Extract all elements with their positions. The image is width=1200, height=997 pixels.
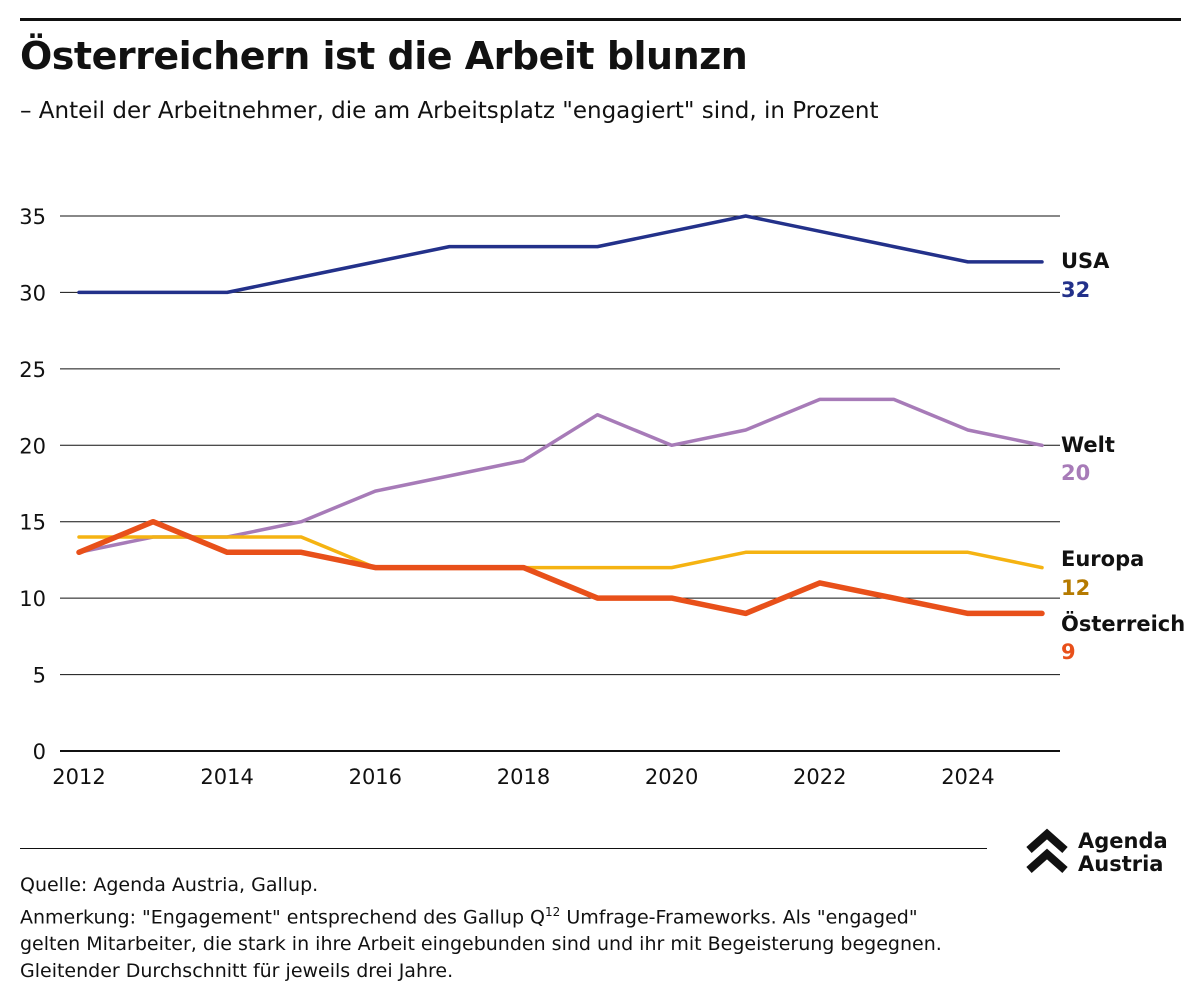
y-tick-label: 20	[19, 434, 46, 458]
series-name-label: Österreich	[1061, 611, 1185, 636]
x-tick-label: 2014	[200, 765, 253, 789]
series-line-welt	[77, 397, 1044, 555]
source-text: Quelle: Agenda Austria, Gallup.	[20, 874, 319, 896]
chart-subtitle: – Anteil der Arbeitnehmer, die am Arbeit…	[20, 98, 879, 124]
y-tick-label: 10	[19, 587, 46, 611]
x-tick-labels: 2012 2014 2016 2018 2020 2022 2024	[52, 765, 994, 789]
y-tick-label: 0	[33, 740, 46, 764]
series-line-usa	[77, 214, 1044, 295]
note-suffix: Umfrage-Frameworks. Als "engaged" gelten…	[20, 906, 942, 983]
x-tick-label: 2016	[349, 765, 402, 789]
series-value-label: 20	[1061, 461, 1090, 485]
series-value-label: 12	[1061, 576, 1090, 600]
note-text: Anmerkung: "Engagement" entsprechend des…	[20, 899, 960, 985]
series-name-label: Welt	[1061, 433, 1115, 457]
y-tick-label: 5	[33, 664, 46, 688]
y-tick-label: 35	[19, 205, 46, 229]
grid-layer	[60, 215, 1060, 752]
bottom-rule	[20, 848, 987, 849]
logo-text: Agenda Austria	[1078, 830, 1168, 876]
x-tick-label: 2018	[497, 765, 550, 789]
chart-title: Österreichern ist die Arbeit blunzn	[20, 34, 748, 78]
y-tick-label: 30	[19, 281, 46, 305]
series-end-labels: USA 32 Welt 20 Europa 12 Österreich 9	[1061, 249, 1185, 664]
logo-line-2: Austria	[1078, 852, 1164, 876]
x-tick-label: 2020	[645, 765, 698, 789]
series-name-label: USA	[1061, 249, 1110, 273]
y-tick-labels: 0 5 10 15 20 25 30 35	[19, 205, 46, 764]
top-rule	[20, 18, 1181, 21]
series-value-label: 9	[1061, 640, 1076, 664]
y-tick-label: 25	[19, 358, 46, 382]
double-chevron-up-icon	[1026, 828, 1068, 873]
y-tick-label: 15	[19, 511, 46, 535]
series-line-österreich	[76, 518, 1045, 617]
x-tick-label: 2012	[52, 765, 105, 789]
x-tick-label: 2024	[941, 765, 994, 789]
x-tick-label: 2022	[793, 765, 846, 789]
note-superscript: 12	[545, 905, 561, 919]
agenda-austria-logo: Agenda Austria	[1024, 828, 1184, 880]
series-lines	[76, 214, 1045, 617]
series-line-europa	[77, 535, 1044, 570]
logo-line-1: Agenda	[1078, 829, 1168, 853]
series-name-label: Europa	[1061, 547, 1144, 571]
series-value-label: 32	[1061, 278, 1090, 302]
note-prefix: Anmerkung: "Engagement" entsprechend des…	[20, 906, 546, 929]
